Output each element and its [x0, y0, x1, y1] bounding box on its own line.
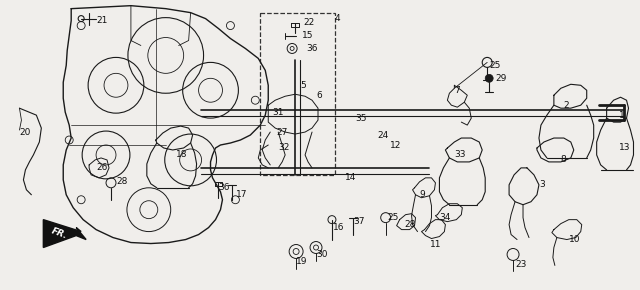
Text: 30: 30	[316, 250, 328, 259]
Text: 18: 18	[176, 151, 187, 160]
Text: 17: 17	[236, 190, 248, 199]
Text: 5: 5	[300, 81, 306, 90]
Text: 28: 28	[116, 177, 127, 186]
Text: 36: 36	[306, 44, 317, 53]
Text: 19: 19	[296, 257, 308, 266]
Text: 6: 6	[316, 91, 322, 100]
Text: 11: 11	[429, 240, 441, 249]
Text: 33: 33	[454, 151, 466, 160]
Text: 7: 7	[454, 86, 460, 95]
Text: 31: 31	[272, 108, 284, 117]
Text: 28: 28	[404, 220, 416, 229]
Text: 8: 8	[561, 155, 566, 164]
Text: 1: 1	[619, 111, 624, 120]
Text: 32: 32	[278, 144, 289, 153]
Text: 14: 14	[345, 173, 356, 182]
Text: 16: 16	[333, 223, 344, 232]
Text: 10: 10	[569, 235, 580, 244]
Text: 34: 34	[440, 213, 451, 222]
Text: 24: 24	[378, 130, 389, 139]
Text: 22: 22	[303, 18, 314, 27]
Text: 23: 23	[515, 260, 527, 269]
Text: 21: 21	[96, 16, 108, 25]
Text: 2: 2	[564, 101, 570, 110]
Text: 35: 35	[355, 114, 366, 123]
Text: 4: 4	[335, 14, 340, 23]
Text: 15: 15	[302, 31, 314, 40]
Text: 25: 25	[489, 61, 500, 70]
Text: 26: 26	[96, 163, 108, 172]
Text: 3: 3	[539, 180, 545, 189]
Text: 20: 20	[19, 128, 31, 137]
Text: 29: 29	[495, 74, 506, 83]
Bar	[260, 13, 335, 175]
Text: 36: 36	[218, 183, 230, 192]
Text: 12: 12	[390, 140, 401, 150]
Text: 25: 25	[388, 213, 399, 222]
Circle shape	[485, 74, 493, 82]
Text: 9: 9	[420, 190, 425, 199]
Text: FR.: FR.	[50, 226, 68, 241]
Text: 37: 37	[353, 217, 364, 226]
Polygon shape	[44, 220, 86, 247]
Text: 13: 13	[619, 144, 630, 153]
Text: 27: 27	[276, 128, 287, 137]
